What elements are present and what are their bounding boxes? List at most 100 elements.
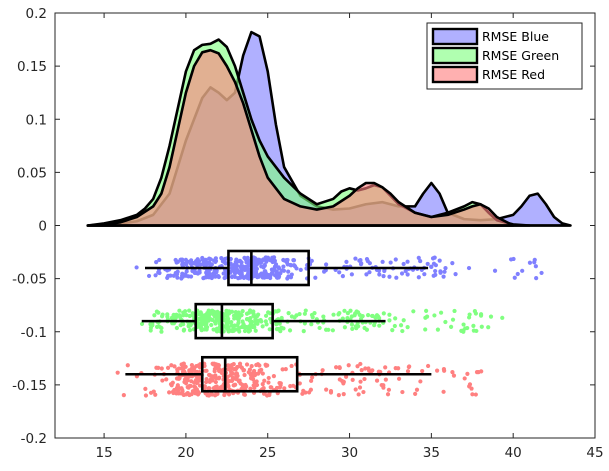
jitter-point — [202, 258, 207, 263]
jitter-point — [266, 380, 271, 385]
jitter-point — [242, 328, 248, 334]
y-tick-label: -0.2 — [21, 431, 47, 447]
jitter-point — [248, 386, 253, 391]
jitter-point — [342, 325, 347, 330]
jitter-point — [291, 258, 297, 263]
jitter-point — [394, 275, 399, 280]
jitter-point — [231, 326, 236, 332]
jitter-point — [492, 268, 498, 273]
jitter-point — [210, 374, 215, 379]
jitter-point — [261, 386, 266, 391]
jitter-point — [350, 326, 355, 331]
jitter-point — [204, 368, 209, 373]
jitter-point — [263, 362, 268, 367]
jitter-point — [175, 275, 180, 280]
jitter-point — [374, 378, 380, 383]
jitter-point — [263, 269, 268, 274]
y-tick-label: 0 — [38, 219, 47, 235]
jitter-point — [171, 390, 176, 396]
jitter-point — [226, 329, 231, 334]
jitter-point — [374, 313, 380, 318]
jitter-point — [134, 265, 139, 270]
jitter-point — [203, 312, 208, 318]
jitter-point — [342, 308, 347, 313]
jitter-point — [473, 311, 478, 316]
jitter-point — [188, 383, 193, 389]
jitter-point — [276, 308, 281, 313]
jitter-point — [467, 384, 472, 389]
jitter-point — [429, 264, 434, 269]
jitter-point — [358, 316, 364, 321]
jitter-point — [276, 266, 282, 271]
jitter-point — [187, 313, 192, 319]
jitter-point — [320, 368, 325, 373]
jitter-point — [194, 369, 199, 374]
jitter-point — [153, 273, 158, 278]
jitter-point — [231, 263, 237, 268]
jitter-point — [442, 269, 447, 274]
jitter-point — [297, 311, 302, 317]
legend-swatch-rmse-blue — [431, 27, 479, 46]
jitter-point — [207, 386, 212, 391]
jitter-point — [154, 260, 159, 265]
jitter-point — [432, 313, 437, 318]
jitter-point — [364, 257, 370, 262]
jitter-point — [172, 364, 177, 369]
x-tick-label: 20 — [177, 445, 194, 461]
jitter-point — [242, 392, 248, 397]
jitter-point — [239, 260, 244, 265]
legend-label-rmse-blue: RMSE Blue — [482, 29, 549, 44]
jitter-point — [226, 311, 232, 316]
jitter-point — [180, 262, 185, 267]
jitter-point — [264, 259, 269, 264]
y-tick-label: 0.15 — [17, 59, 47, 75]
jitter-point — [180, 389, 185, 394]
jitter-point — [229, 323, 234, 328]
jitter-point — [254, 382, 260, 388]
jitter-point — [452, 308, 457, 314]
jitter-point — [405, 272, 410, 277]
jitter-point — [442, 368, 447, 373]
jitter-point — [431, 261, 437, 266]
jitter-point — [418, 379, 423, 384]
jitter-point — [381, 274, 386, 279]
jitter-point — [192, 261, 197, 266]
jitter-point — [263, 319, 268, 324]
jitter-point — [215, 329, 220, 334]
jitter-point — [337, 270, 342, 275]
jitter-point — [433, 268, 438, 274]
jitter-point — [398, 323, 404, 328]
jitter-point — [438, 270, 443, 275]
jitter-point — [380, 259, 385, 264]
jitter-point — [244, 256, 249, 262]
jitter-point — [246, 326, 251, 331]
jitter-point — [269, 385, 274, 390]
jitter-point — [169, 315, 174, 321]
jitter-point — [115, 370, 120, 375]
jitter-point — [217, 317, 222, 322]
jitter-point — [236, 320, 241, 325]
jitter-point — [152, 313, 157, 318]
jitter-point — [197, 268, 202, 273]
jitter-point — [233, 310, 238, 315]
jitter-point — [277, 385, 283, 390]
jitter-point — [241, 368, 246, 373]
jitter-point — [425, 261, 430, 267]
jitter-point — [486, 325, 491, 330]
jitter-point — [309, 312, 315, 318]
jitter-point — [234, 270, 239, 275]
jitter-point — [416, 275, 421, 280]
jitter-point — [388, 260, 393, 265]
jitter-point — [271, 373, 276, 379]
jitter-point — [204, 327, 209, 332]
jitter-point — [169, 363, 174, 368]
jitter-point — [204, 376, 209, 382]
jitter-point — [341, 392, 346, 397]
jitter-point — [400, 389, 405, 395]
jitter-point — [353, 387, 358, 392]
jitter-point — [248, 308, 253, 313]
jitter-point — [466, 265, 472, 271]
jitter-point — [187, 328, 193, 333]
jitter-point — [401, 318, 406, 323]
jitter-point — [283, 367, 288, 372]
